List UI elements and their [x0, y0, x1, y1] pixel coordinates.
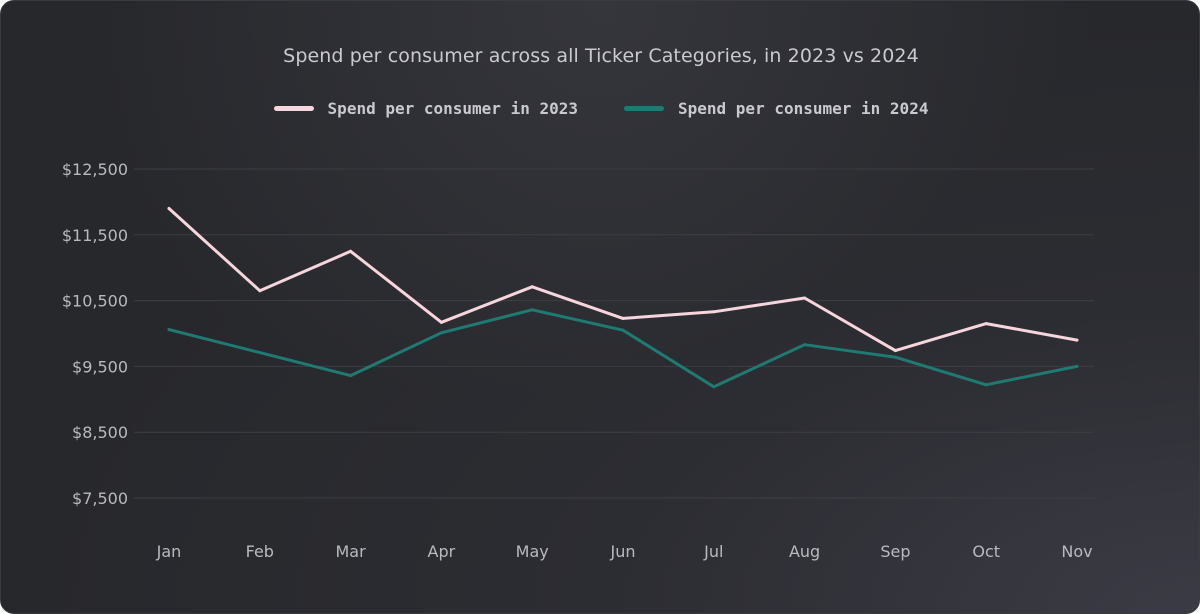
x-tick-label: Jan — [156, 542, 182, 561]
legend-label-2023: Spend per consumer in 2023 — [327, 99, 578, 118]
x-tick-label: Feb — [246, 542, 274, 561]
data-point-2024[interactable] — [167, 328, 171, 332]
x-tick-label: Nov — [1061, 542, 1092, 561]
data-point-2024[interactable] — [1075, 364, 1079, 368]
x-tick-label: May — [516, 542, 549, 561]
data-point-2024[interactable] — [349, 374, 353, 378]
data-point-2023[interactable] — [349, 249, 353, 253]
data-point-2024[interactable] — [984, 383, 988, 387]
y-tick-label: $7,500 — [72, 489, 128, 508]
data-point-2024[interactable] — [530, 308, 534, 312]
y-tick-label: $9,500 — [72, 357, 128, 376]
data-point-2023[interactable] — [530, 285, 534, 289]
data-point-2024[interactable] — [712, 385, 716, 389]
x-tick-label: Aug — [789, 542, 820, 561]
legend-label-2024: Spend per consumer in 2024 — [678, 99, 929, 118]
legend-swatch-2024 — [624, 106, 664, 111]
data-point-2023[interactable] — [984, 322, 988, 326]
legend-item-2024[interactable]: Spend per consumer in 2024 — [624, 99, 928, 118]
series-lines — [167, 206, 1079, 389]
x-axis: Jan Feb Mar Apr May Jun Jul Aug Sep Oct Nov — [156, 542, 1093, 561]
y-tick-label: $10,500 — [62, 292, 128, 311]
data-point-2024[interactable] — [803, 343, 807, 347]
x-tick-label: Oct — [972, 542, 1000, 561]
data-point-2024[interactable] — [893, 355, 897, 359]
data-point-2023[interactable] — [621, 316, 625, 320]
series-line-2024[interactable] — [167, 308, 1079, 389]
x-tick-label: Sep — [880, 542, 910, 561]
y-tick-label: $11,500 — [62, 226, 128, 245]
data-point-2023[interactable] — [893, 349, 897, 353]
data-point-2024[interactable] — [621, 328, 625, 332]
data-point-2023[interactable] — [167, 206, 171, 210]
chart-legend: Spend per consumer in 2023 Spend per con… — [1, 99, 1199, 118]
data-point-2023[interactable] — [1075, 338, 1079, 342]
y-axis: $7,500 $8,500 $9,500 $10,500 $11,500 $12,500 — [62, 160, 128, 508]
y-tick-label: $8,500 — [72, 423, 128, 442]
data-point-2023[interactable] — [439, 320, 443, 324]
x-tick-label: Jun — [610, 542, 636, 561]
data-point-2023[interactable] — [712, 310, 716, 314]
x-tick-label: Mar — [336, 542, 367, 561]
legend-swatch-2023 — [273, 106, 314, 111]
x-tick-label: Jul — [703, 542, 723, 561]
data-point-2023[interactable] — [258, 289, 262, 293]
chart-title: Spend per consumer across all Ticker Cat… — [283, 45, 919, 67]
gridlines — [134, 168, 1094, 499]
data-point-2024[interactable] — [439, 331, 443, 335]
data-point-2024[interactable] — [258, 351, 262, 355]
legend-item-2023[interactable]: Spend per consumer in 2023 — [273, 99, 578, 118]
x-tick-label: Apr — [428, 542, 456, 561]
data-point-2023[interactable] — [803, 296, 807, 300]
y-tick-label: $12,500 — [62, 160, 128, 179]
